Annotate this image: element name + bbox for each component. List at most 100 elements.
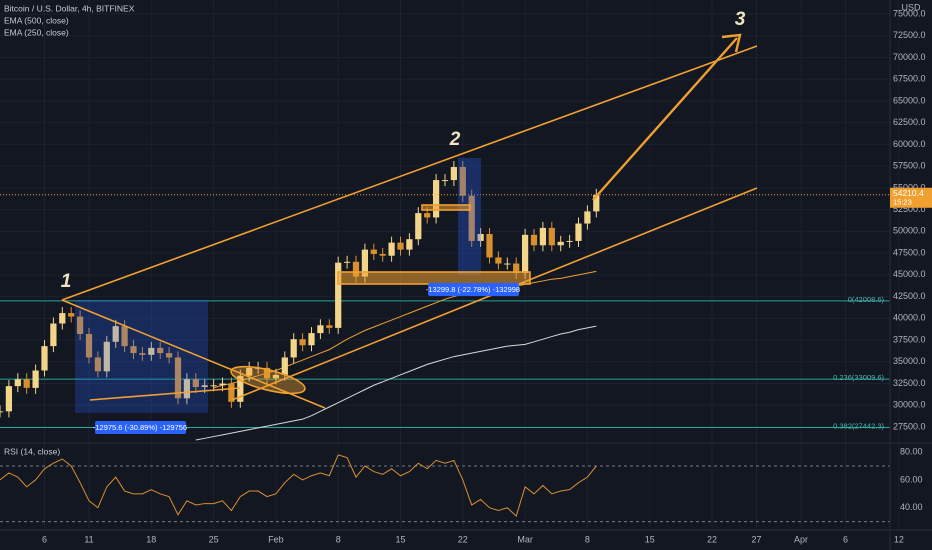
candle [237,375,244,402]
y-tick-label: 52500.0 [893,204,926,214]
candle [468,195,475,241]
candle [379,253,386,256]
candle [246,367,253,376]
candle [183,379,191,399]
candle [272,374,280,379]
rsi-tick-label: 60.00 [900,474,923,484]
y-tick-label: 30000.0 [893,400,926,410]
y-tick-label: 27500.0 [893,421,926,431]
candle [308,333,315,346]
y-tick-label: 57500.0 [893,161,926,171]
y-tick-label: 55000.0 [893,182,926,192]
x-tick-label: 22 [458,534,468,544]
candle [103,341,110,372]
candle [192,379,199,388]
fib-label: 0.382(27442.3) [833,421,884,430]
candle [548,227,555,246]
ema-line [195,325,597,441]
candle [219,383,226,386]
candle [459,167,466,196]
x-tick-label: 18 [146,534,156,544]
zone [337,271,531,285]
y-tick-label: 65000.0 [893,95,926,105]
candle [575,223,582,241]
measure-label-bg [95,421,186,434]
candle [566,240,573,242]
candle [326,325,333,328]
candle [165,353,173,358]
candle [317,325,324,334]
candle [539,227,547,246]
ema-line [213,270,597,389]
candle [557,241,564,246]
plot [0,161,890,518]
candle [94,357,102,372]
candle [50,323,57,347]
wedge-line [61,299,326,409]
wave-label: 2 [449,129,461,150]
x-tick-label: 15 [395,534,405,544]
candle [361,249,369,277]
candle [521,234,529,274]
currency: USD [901,2,921,12]
measure-label-bg [428,283,519,296]
y-tick-label: 70000.0 [893,52,926,62]
measure-label: -13299.8 (-22.78%) -132998 [426,285,520,294]
ellipse [230,365,306,395]
candle [228,383,235,402]
candle [41,346,48,371]
y-tick-label: 47500.0 [893,247,926,257]
candle [112,326,119,342]
candle [530,234,538,246]
candle [584,211,591,224]
measure-label: -12975.6 (-30.89%) -129756 [93,423,187,432]
wave-label: 1 [61,271,72,292]
rsi-tick-label: 80.00 [900,446,923,456]
measure-box [75,300,208,413]
y-tick-label: 32500.0 [893,378,926,388]
x-tick-label: 6 [843,534,848,544]
x-tick-label: 25 [209,534,219,544]
candle [424,213,431,218]
candle [121,326,128,347]
candle [593,194,600,212]
candle [201,385,208,388]
candle [0,411,4,413]
candle [477,233,484,241]
candle [388,242,395,256]
legend-entry: EMA (500, close) [4,15,69,25]
candle [486,233,493,258]
x-tick-label: Apr [794,534,808,544]
candle [139,353,146,355]
candle [32,370,39,388]
candle [299,339,306,346]
rsi-title: RSI (14, close) [4,446,60,456]
candle [335,262,342,328]
x-tick-label: Mar [517,534,533,544]
y-tick-label: 45000.0 [893,269,926,279]
last-price-label: 54210.4 [893,188,924,198]
legend-entry: EMA (250, close) [4,27,69,37]
candle [130,346,137,354]
candle [85,333,93,358]
x-tick-label: 11 [84,534,93,544]
y-tick-label: 62500.0 [893,117,926,127]
candle [352,261,360,277]
chart-title: Bitcoin / U.S. Dollar, 4h, BITFINEX [4,3,135,13]
x-tick-label: 8 [336,534,341,544]
candle [432,180,440,218]
y-tick-label: 50000.0 [893,226,926,236]
candle [370,249,377,254]
candle [210,385,217,387]
x-tick-label: 27 [751,534,761,544]
candle [450,167,458,181]
candle [495,257,502,264]
zone [421,204,471,211]
x-tick-label: 8 [585,534,590,544]
candle [281,357,288,375]
y-tick-label: 75000.0 [893,8,926,18]
x-tick-label: 12 [894,534,904,544]
arrow-head [721,33,742,53]
x-tick-label: 22 [707,534,717,544]
